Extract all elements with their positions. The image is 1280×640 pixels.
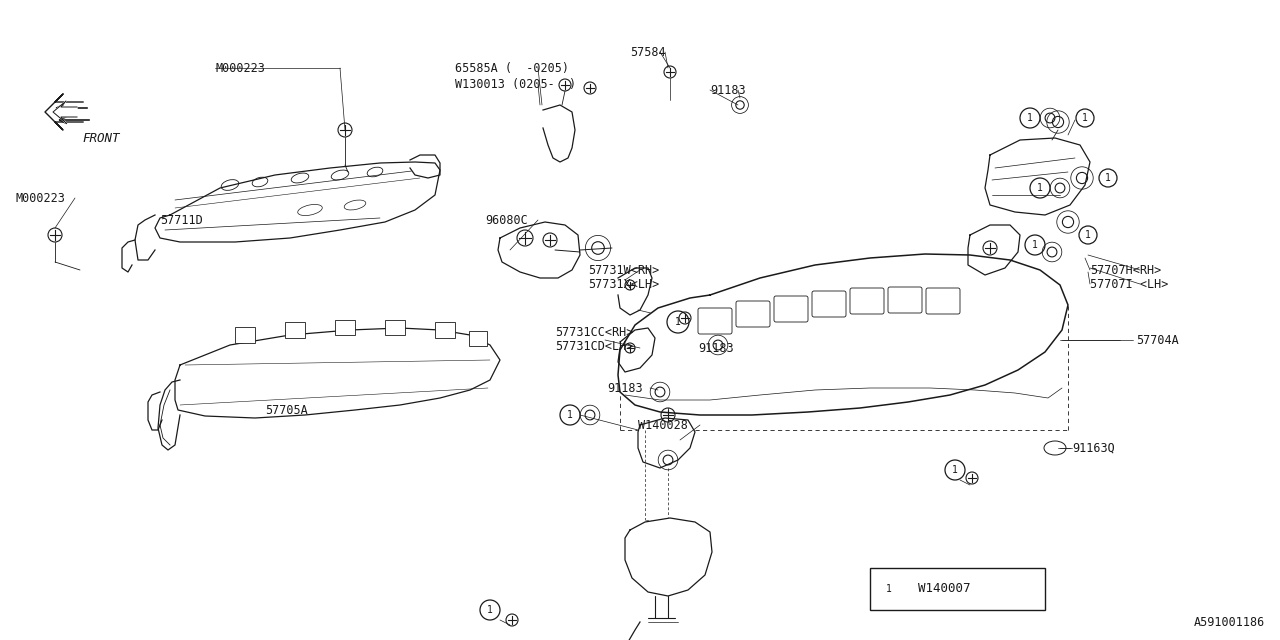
Text: 1: 1	[952, 465, 957, 475]
Text: 1: 1	[1085, 230, 1091, 240]
Text: 91183: 91183	[710, 83, 746, 97]
Text: 57584: 57584	[630, 45, 666, 58]
Bar	[385, 320, 404, 335]
Text: 57704A: 57704A	[1137, 333, 1179, 346]
Text: M000223: M000223	[15, 191, 65, 205]
Bar	[468, 331, 486, 346]
Text: 1: 1	[1032, 240, 1038, 250]
FancyBboxPatch shape	[774, 296, 808, 322]
Text: FRONT: FRONT	[82, 131, 119, 145]
Text: W140028: W140028	[637, 419, 687, 431]
Text: 1: 1	[886, 584, 892, 594]
FancyBboxPatch shape	[888, 287, 922, 313]
Bar	[870, 568, 1044, 610]
Bar	[335, 320, 355, 335]
Text: 91163Q: 91163Q	[1073, 442, 1115, 454]
Polygon shape	[134, 215, 155, 260]
Polygon shape	[543, 105, 575, 162]
FancyBboxPatch shape	[812, 291, 846, 317]
Text: 57731W<RH>: 57731W<RH>	[588, 264, 659, 276]
Bar	[236, 327, 255, 343]
FancyBboxPatch shape	[698, 308, 732, 334]
Text: 91183: 91183	[698, 342, 733, 355]
Text: 57711D: 57711D	[160, 214, 202, 227]
Text: 1: 1	[1037, 183, 1043, 193]
Text: 57707I <LH>: 57707I <LH>	[1091, 278, 1169, 291]
Polygon shape	[498, 222, 580, 278]
Text: 96080C: 96080C	[485, 214, 527, 227]
Text: 57731CD<LH>: 57731CD<LH>	[556, 339, 634, 353]
Bar	[435, 322, 454, 338]
Polygon shape	[618, 328, 655, 372]
Polygon shape	[618, 268, 652, 315]
Bar	[285, 322, 305, 338]
FancyBboxPatch shape	[850, 288, 884, 314]
Text: 57705A: 57705A	[265, 403, 307, 417]
Polygon shape	[175, 328, 500, 418]
Polygon shape	[45, 94, 83, 130]
Polygon shape	[968, 225, 1020, 275]
Text: 57731CC<RH>: 57731CC<RH>	[556, 326, 634, 339]
Text: 1: 1	[1082, 113, 1088, 123]
Polygon shape	[625, 518, 712, 596]
Text: 91183: 91183	[607, 381, 643, 394]
Text: M000223: M000223	[215, 61, 265, 74]
Text: 1: 1	[1105, 173, 1111, 183]
Polygon shape	[410, 155, 440, 178]
Polygon shape	[52, 101, 77, 123]
Text: 1: 1	[488, 605, 493, 615]
Text: A591001186: A591001186	[1194, 616, 1265, 628]
Polygon shape	[155, 162, 440, 242]
Text: W140007: W140007	[918, 582, 970, 595]
Text: 65585A (  -0205): 65585A ( -0205)	[454, 61, 570, 74]
Text: 57731X<LH>: 57731X<LH>	[588, 278, 659, 291]
FancyBboxPatch shape	[925, 288, 960, 314]
Text: W130013 (0205-  ): W130013 (0205- )	[454, 77, 576, 90]
Text: 1: 1	[675, 317, 681, 327]
FancyBboxPatch shape	[736, 301, 771, 327]
Polygon shape	[637, 418, 695, 468]
Polygon shape	[986, 138, 1091, 215]
Text: 1: 1	[1027, 113, 1033, 123]
Text: 57707H<RH>: 57707H<RH>	[1091, 264, 1161, 276]
Polygon shape	[618, 254, 1068, 415]
Text: 1: 1	[567, 410, 573, 420]
